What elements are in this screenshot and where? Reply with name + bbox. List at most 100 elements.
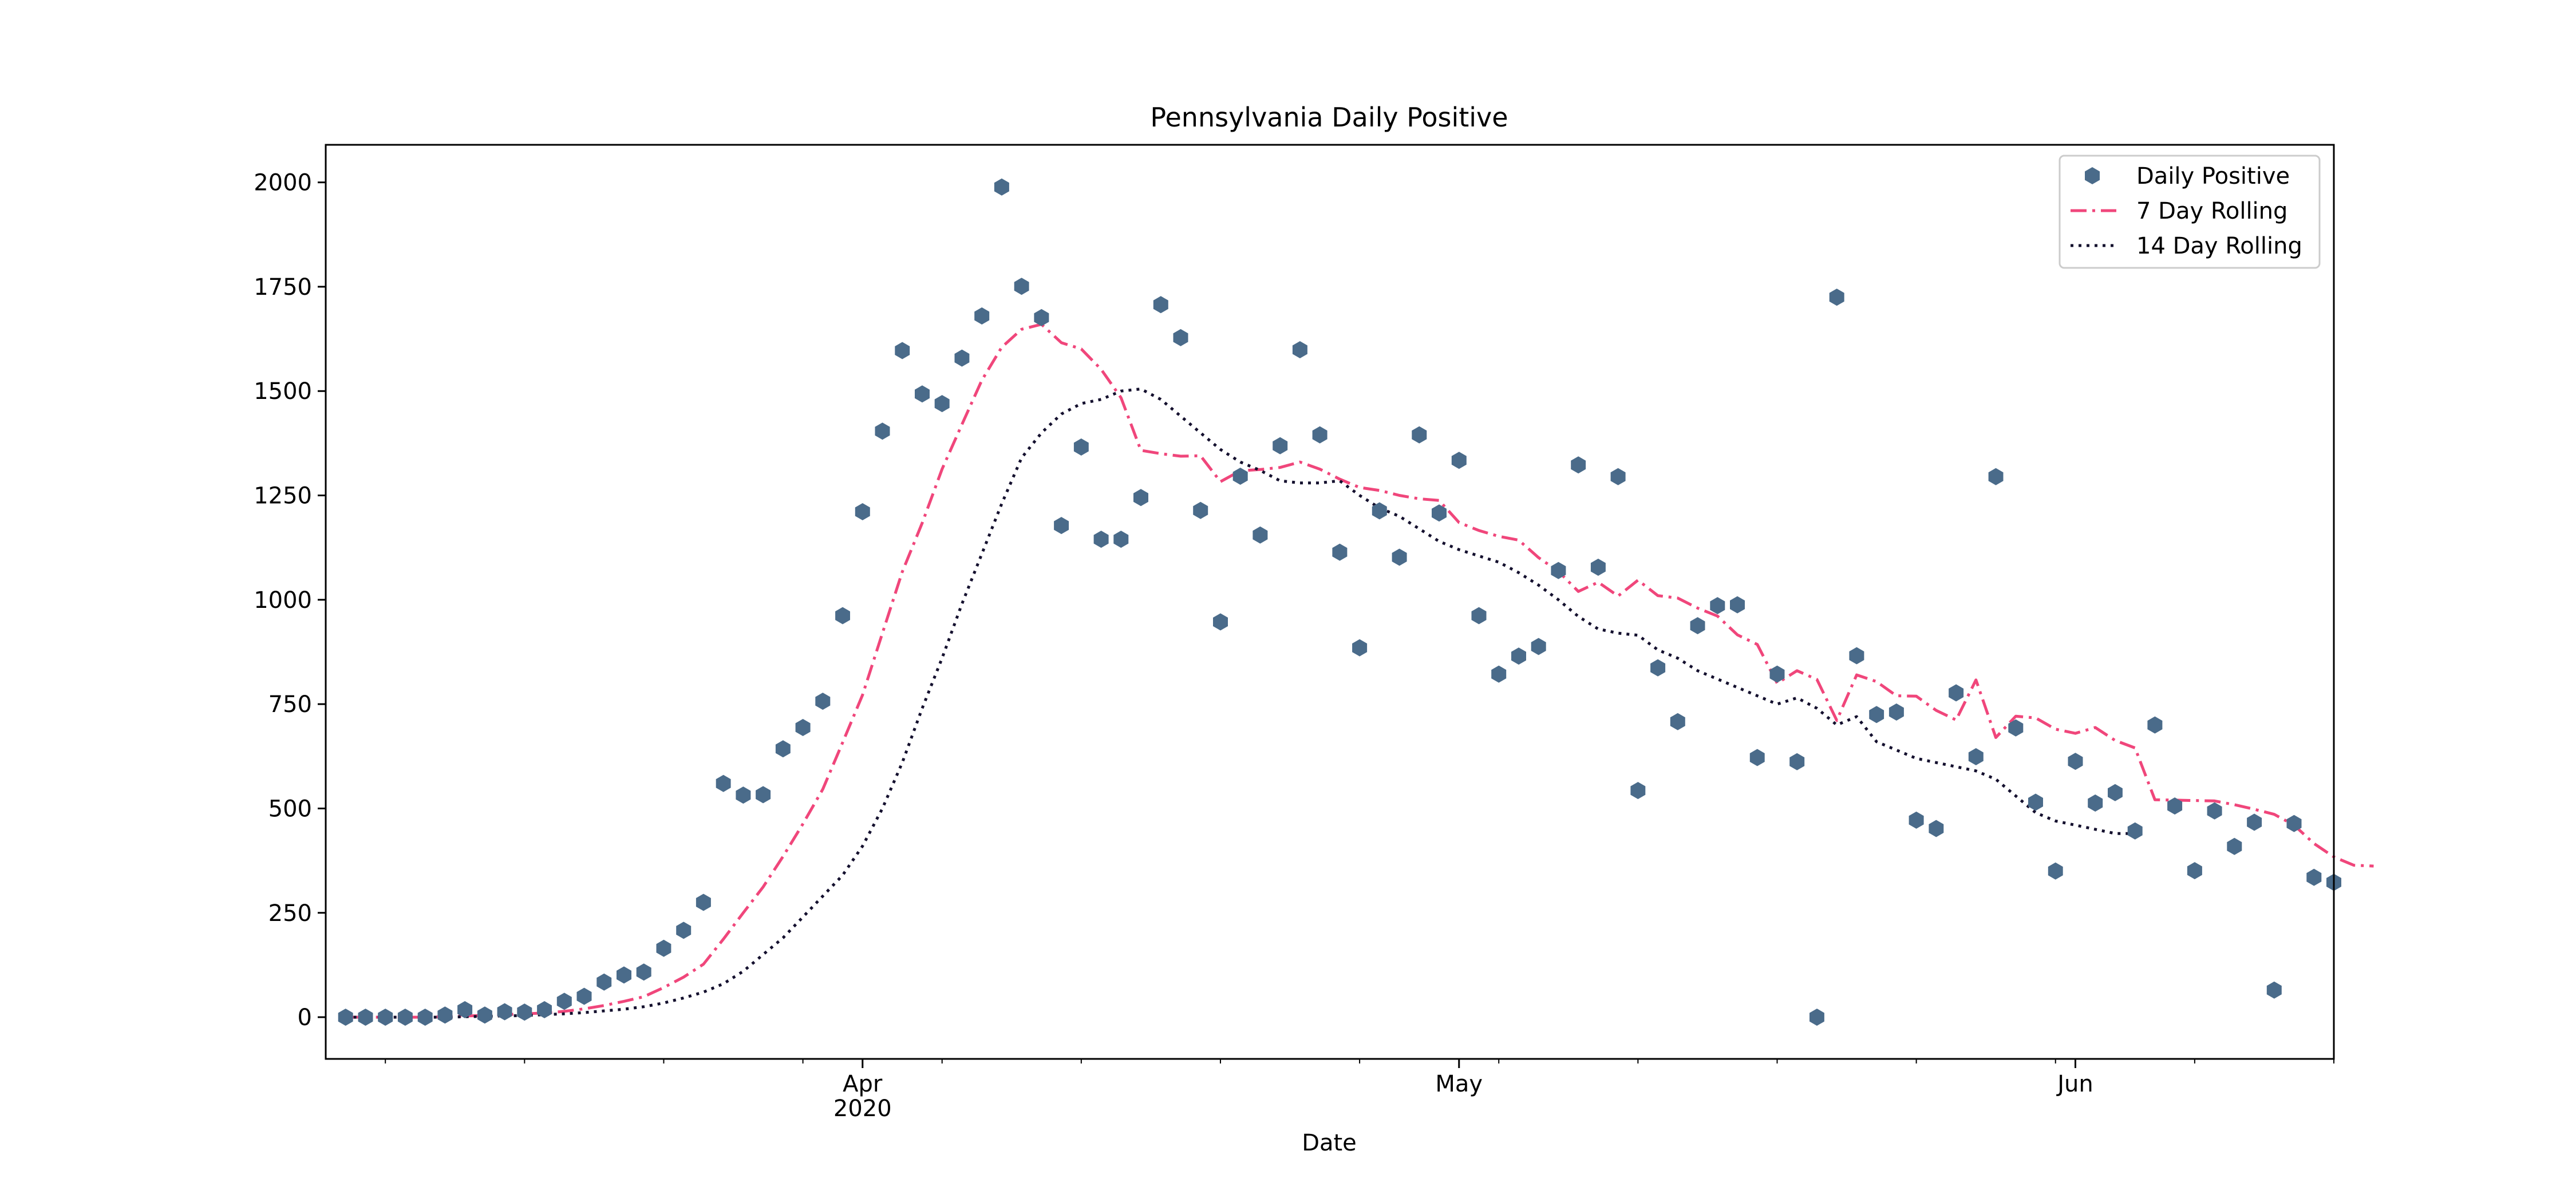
data-point — [457, 1001, 473, 1018]
series-line-1 — [345, 323, 2374, 1019]
data-point — [1312, 426, 1327, 444]
data-point — [1073, 438, 1089, 456]
data-point — [617, 966, 631, 984]
data-point — [1034, 309, 1049, 326]
data-point — [954, 349, 970, 367]
data-point — [1133, 489, 1148, 507]
data-point — [716, 774, 731, 792]
data-point — [1551, 562, 1566, 579]
data-point — [1153, 296, 1168, 314]
data-point — [2187, 862, 2202, 880]
data-point — [1213, 613, 1228, 631]
data-point — [1432, 504, 1447, 522]
data-point — [1710, 597, 1725, 615]
data-point — [915, 385, 930, 403]
data-point — [815, 693, 831, 710]
data-point — [1571, 456, 1586, 474]
data-point — [1113, 531, 1129, 548]
data-point — [656, 939, 671, 957]
data-point — [517, 1003, 532, 1021]
plot-area — [338, 178, 2374, 1026]
data-point — [378, 1009, 393, 1026]
data-point — [556, 993, 572, 1010]
data-point — [2008, 719, 2024, 737]
data-point — [2286, 814, 2302, 832]
y-tick-label: 1750 — [254, 274, 312, 300]
legend-marker — [2085, 167, 2100, 184]
data-point — [1332, 543, 1348, 561]
data-point — [1511, 647, 1526, 665]
data-point — [1412, 426, 1427, 444]
data-point — [1670, 713, 1685, 730]
legend: Daily Positive 7 Day Rolling 14 Day Rollin… — [2059, 155, 2321, 269]
data-point — [1054, 517, 1069, 535]
data-point — [1093, 531, 1109, 548]
x-axis-label: Date — [1302, 1130, 1357, 1156]
data-point — [934, 395, 950, 413]
data-point — [1690, 617, 1705, 635]
data-point — [1451, 452, 1467, 469]
data-point — [1789, 753, 1805, 770]
data-point — [875, 422, 890, 440]
y-axis: 0 250 500 750 1000 1250 1500 1750 2000 — [254, 170, 326, 1031]
data-point — [1471, 607, 1487, 624]
x-tick-label: Jun — [2056, 1071, 2093, 1097]
y-tick-label: 0 — [298, 1005, 312, 1031]
data-point — [1590, 559, 1606, 576]
data-point — [775, 740, 791, 758]
legend-label: 7 Day Rolling — [2136, 198, 2287, 224]
data-point — [437, 1006, 453, 1024]
data-point — [2247, 813, 2262, 831]
data-point — [1372, 502, 1387, 520]
data-point — [1392, 548, 1407, 566]
data-point — [1253, 526, 1268, 544]
data-point — [338, 1009, 353, 1026]
data-point — [1232, 468, 1248, 485]
data-point — [855, 503, 870, 520]
data-point — [1888, 703, 1904, 721]
data-point — [736, 786, 751, 804]
series-line-2 — [345, 388, 2135, 1019]
data-point — [1909, 811, 1924, 829]
data-point — [2028, 793, 2043, 811]
data-point — [1809, 1009, 1824, 1026]
data-point — [676, 922, 692, 939]
data-point — [1929, 820, 1944, 837]
data-point — [537, 1001, 552, 1018]
data-point — [1988, 468, 2004, 485]
y-tick-label: 1000 — [254, 587, 312, 614]
data-point — [696, 893, 711, 911]
data-point — [756, 786, 771, 804]
y-tick-label: 1250 — [254, 483, 312, 509]
data-point — [1531, 638, 1546, 655]
x-tick-sublabel: 2020 — [833, 1096, 892, 1122]
data-point — [2127, 822, 2143, 840]
data-point — [1968, 748, 1984, 765]
y-tick-label: 500 — [268, 796, 312, 822]
data-point — [2068, 753, 2083, 770]
data-point — [835, 607, 850, 624]
data-point — [895, 342, 910, 359]
data-point — [497, 1003, 512, 1021]
data-point — [974, 307, 990, 325]
data-point — [1829, 288, 1844, 306]
data-point — [2266, 981, 2282, 999]
data-point — [2207, 802, 2222, 820]
data-point — [1173, 329, 1188, 346]
data-point — [2108, 784, 2123, 801]
x-tick-label: Apr — [843, 1071, 883, 1097]
data-point — [1849, 647, 1864, 665]
data-point — [1193, 501, 1208, 519]
data-point — [596, 973, 612, 991]
data-point — [358, 1009, 373, 1026]
data-point — [795, 719, 811, 736]
data-point — [576, 987, 592, 1005]
data-point — [2048, 862, 2063, 880]
legend-label: Daily Positive — [2136, 163, 2290, 189]
legend-label: 14 Day Rolling — [2136, 233, 2302, 259]
data-point — [1273, 437, 1288, 454]
data-point — [1610, 468, 1626, 485]
data-point — [1014, 278, 1029, 295]
data-point — [1650, 659, 1666, 677]
